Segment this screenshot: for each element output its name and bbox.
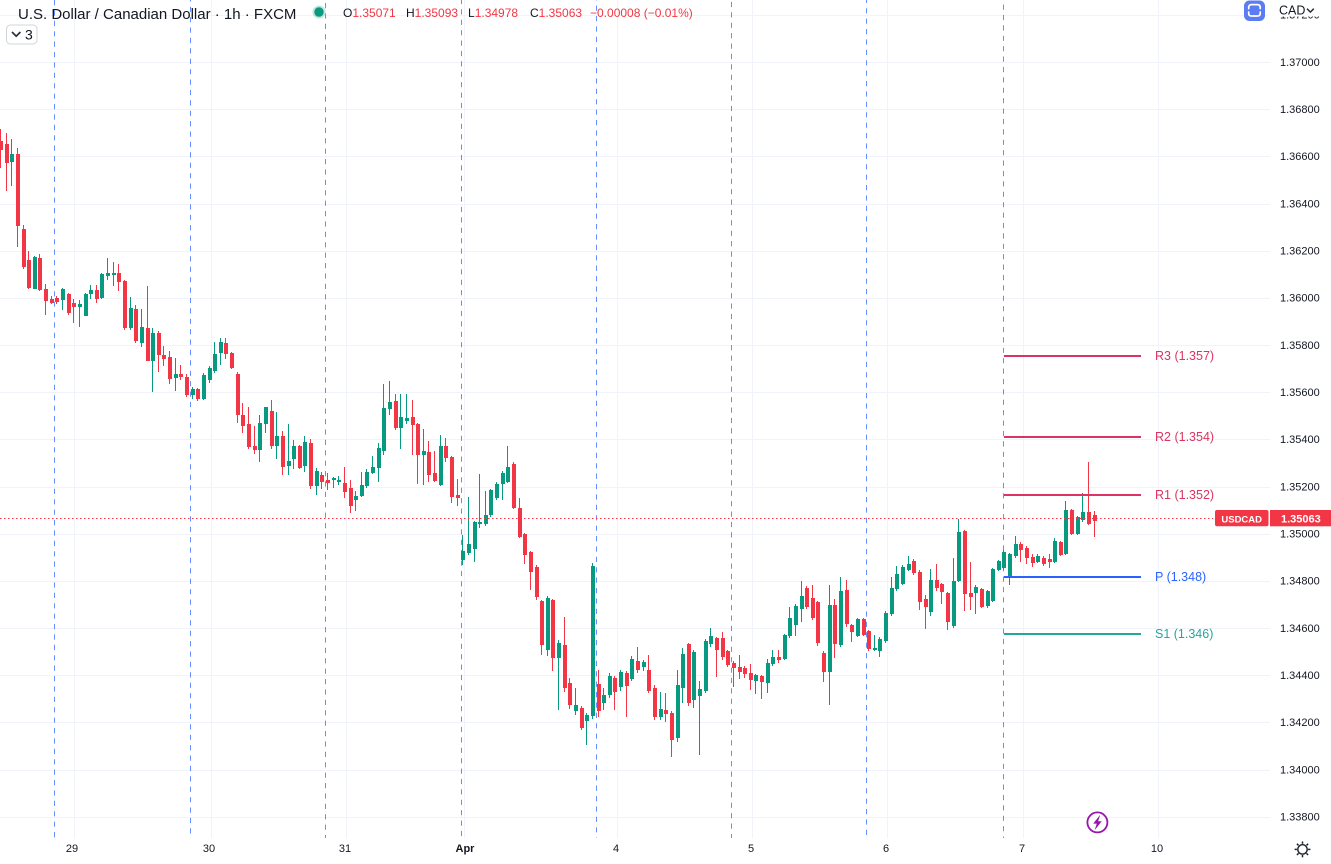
svg-text:1.35800: 1.35800 — [1280, 340, 1320, 352]
svg-text:P (1.348): P (1.348) — [1155, 570, 1206, 584]
svg-text:5: 5 — [748, 843, 754, 855]
svg-text:1.37000: 1.37000 — [1280, 57, 1320, 69]
svg-text:S1 (1.346): S1 (1.346) — [1155, 627, 1213, 641]
svg-text:1.36200: 1.36200 — [1280, 246, 1320, 258]
svg-text:USDCAD: USDCAD — [1221, 514, 1262, 525]
svg-text:L1.34978: L1.34978 — [468, 6, 518, 20]
svg-text:H1.35093: H1.35093 — [406, 6, 458, 20]
svg-text:3: 3 — [25, 27, 33, 43]
svg-text:1.36000: 1.36000 — [1280, 293, 1320, 305]
svg-text:1.34400: 1.34400 — [1280, 670, 1320, 682]
svg-text:R2 (1.354): R2 (1.354) — [1155, 430, 1214, 444]
svg-text:29: 29 — [66, 843, 78, 855]
svg-text:30: 30 — [203, 843, 215, 855]
svg-text:1.36600: 1.36600 — [1280, 151, 1320, 163]
svg-text:1.35063: 1.35063 — [1281, 514, 1321, 526]
svg-text:R3 (1.357): R3 (1.357) — [1155, 349, 1214, 363]
svg-text:O1.35071: O1.35071 — [343, 6, 396, 20]
svg-text:1.34600: 1.34600 — [1280, 623, 1320, 635]
svg-text:31: 31 — [339, 843, 351, 855]
svg-text:CAD: CAD — [1279, 4, 1305, 18]
svg-text:1.35200: 1.35200 — [1280, 481, 1320, 493]
svg-text:1.34200: 1.34200 — [1280, 717, 1320, 729]
svg-text:1.36800: 1.36800 — [1280, 104, 1320, 116]
svg-text:R1 (1.352): R1 (1.352) — [1155, 488, 1214, 502]
svg-text:6: 6 — [883, 843, 889, 855]
svg-text:1.33800: 1.33800 — [1280, 812, 1320, 824]
svg-text:1.35600: 1.35600 — [1280, 387, 1320, 399]
svg-text:1.36400: 1.36400 — [1280, 198, 1320, 210]
svg-text:1.34800: 1.34800 — [1280, 576, 1320, 588]
svg-text:Apr: Apr — [456, 843, 476, 855]
svg-text:4: 4 — [613, 843, 619, 855]
svg-text:10: 10 — [1151, 843, 1163, 855]
svg-text:C1.35063: C1.35063 — [530, 6, 582, 20]
svg-text:1.35000: 1.35000 — [1280, 529, 1320, 541]
svg-text:−0.00008 (−0.01%): −0.00008 (−0.01%) — [590, 6, 693, 20]
svg-text:7: 7 — [1019, 843, 1025, 855]
svg-text:1.34000: 1.34000 — [1280, 764, 1320, 776]
svg-text:1.35400: 1.35400 — [1280, 434, 1320, 446]
svg-text:U.S. Dollar / Canadian Dollar: U.S. Dollar / Canadian Dollar · 1h · FXC… — [18, 6, 296, 23]
